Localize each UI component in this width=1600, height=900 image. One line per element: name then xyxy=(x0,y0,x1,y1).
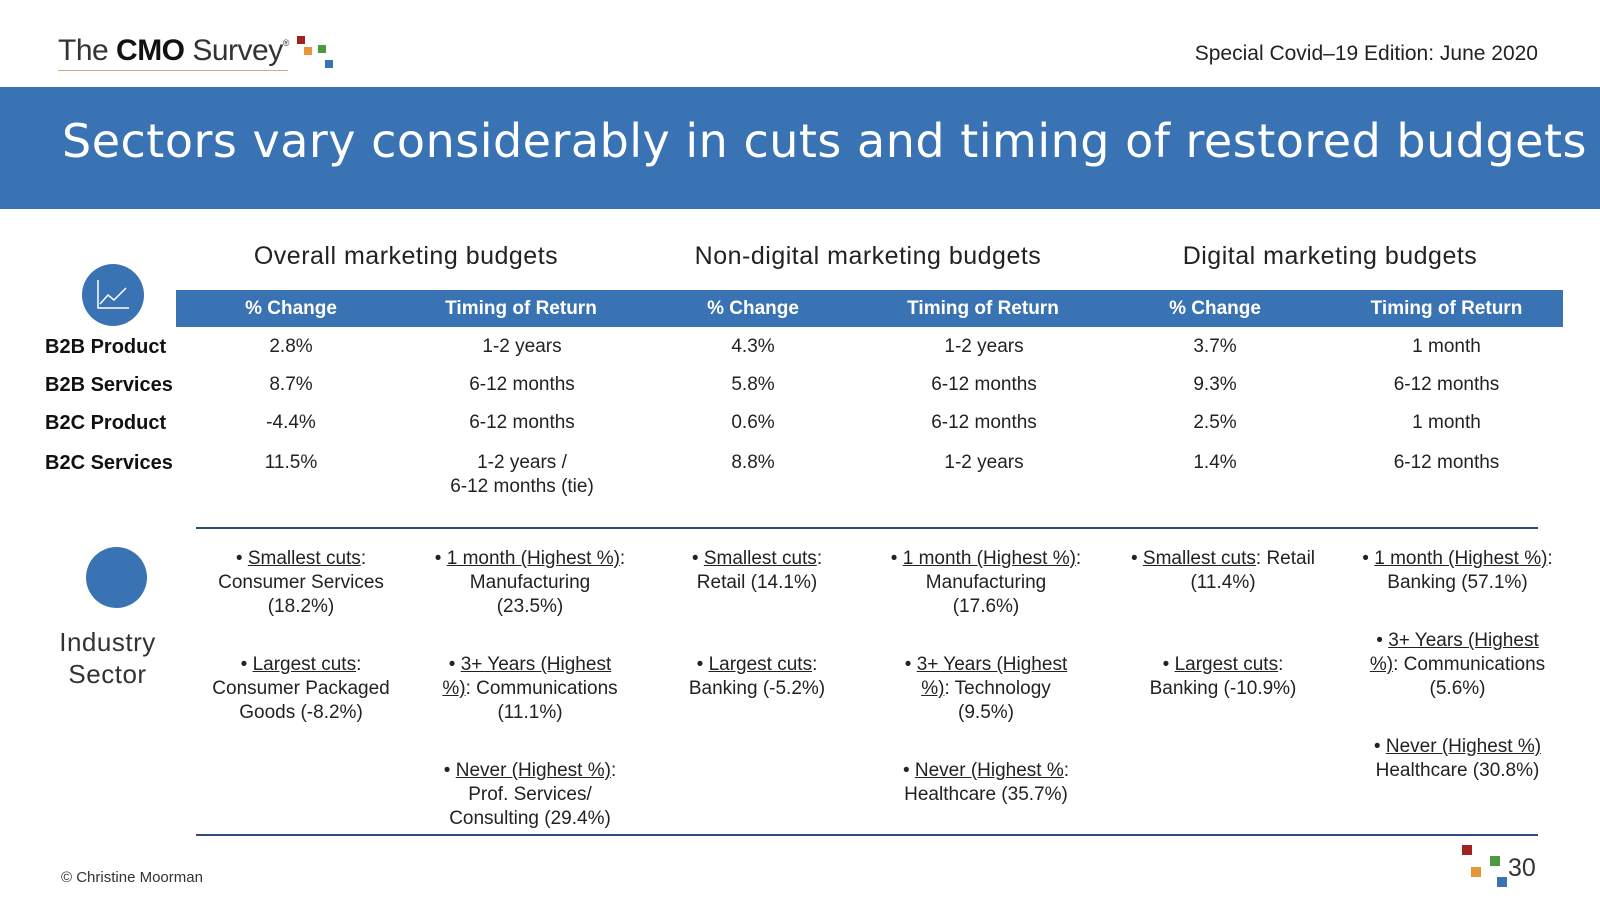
table-cell: 1-2 years xyxy=(944,336,1024,357)
line-chart-icon xyxy=(82,264,144,326)
logo-text-post: Survey xyxy=(184,34,283,67)
industry-sector-label: Industry Sector xyxy=(40,626,175,690)
note-overall-never: • Never (Highest %): Prof. Services/ Con… xyxy=(443,760,617,829)
industry-icon xyxy=(86,547,147,608)
table-cell: -4.4% xyxy=(266,412,316,433)
note-nondigital-smallest: • Smallest cuts: Retail (14.1%) xyxy=(691,548,823,593)
note-nondigital-1month: • 1 month (Highest %): Manufacturing (17… xyxy=(890,548,1082,617)
logo-registered-mark: ® xyxy=(282,38,290,48)
table-cell: 4.3% xyxy=(731,336,775,357)
section-divider-top xyxy=(196,527,1538,529)
note-overall-1month: • 1 month (Highest %): Manufacturing (23… xyxy=(434,548,626,617)
row-label-b2b-services: B2B Services xyxy=(45,374,173,396)
note-nondigital-never: • Never (Highest %: Healthcare (35.7%) xyxy=(902,760,1070,805)
logo-square-blue xyxy=(325,60,333,68)
table-cell: 6-12 months xyxy=(469,374,575,395)
row-label-b2c-services: B2C Services xyxy=(45,452,173,474)
footer-square-blue xyxy=(1497,877,1507,887)
footer-square-orange xyxy=(1471,867,1481,877)
table-cell: 1-2 years xyxy=(482,336,562,357)
industry-label-line1: Industry xyxy=(59,627,156,657)
note-digital-largest: • Largest cuts: Banking (-10.9%) xyxy=(1149,654,1297,699)
table-cell: 1.4% xyxy=(1193,452,1237,473)
table-cell: 1 month xyxy=(1412,336,1481,357)
section-divider-bottom xyxy=(196,834,1538,836)
title-banner: Sectors vary considerably in cuts and ti… xyxy=(0,87,1600,209)
note-nondigital-largest: • Largest cuts: Banking (-5.2%) xyxy=(688,654,826,699)
table-cell: 2.8% xyxy=(269,336,313,357)
table-cell: 9.3% xyxy=(1193,374,1237,395)
table-cell: 8.8% xyxy=(731,452,775,473)
logo-text-pre: The xyxy=(58,34,117,67)
table-cell: 6-12 months xyxy=(1393,374,1500,395)
industry-label-line2: Sector xyxy=(68,659,147,689)
cmo-survey-logo: The CMO Survey® xyxy=(58,34,289,74)
table-cell: 11.5% xyxy=(264,452,318,473)
column-header-bar: % Change Timing of Return % Change Timin… xyxy=(176,290,1563,327)
header-overall-change: % Change xyxy=(245,298,337,319)
group-heading-overall: Overall marketing budgets xyxy=(253,242,559,270)
logo-underline xyxy=(58,70,288,71)
footer-square-red xyxy=(1462,845,1472,855)
table-cell-extra-line: 6-12 months (tie) xyxy=(450,476,594,497)
row-label-b2b-product: B2B Product xyxy=(45,336,167,358)
table-cell: 6-12 months xyxy=(1393,452,1500,473)
note-digital-1month: • 1 month (Highest %): Banking (57.1%) xyxy=(1362,548,1553,593)
note-digital-smallest: • Smallest cuts: Retail (11.4%) xyxy=(1130,548,1316,593)
table-cell: 6-12 months xyxy=(931,374,1037,395)
note-nondigital-3years: • 3+ Years (Highest %): Technology (9.5%… xyxy=(904,654,1068,723)
table-cell: 3.7% xyxy=(1193,336,1237,357)
table-cell: 0.6% xyxy=(731,412,775,433)
copyright-text: © Christine Moorman xyxy=(61,869,203,886)
note-digital-never: • Never (Highest %) Healthcare (30.8%) xyxy=(1373,736,1542,781)
edition-label: Special Covid–19 Edition: June 2020 xyxy=(1194,42,1538,65)
header-overall-timing: Timing of Return xyxy=(445,298,597,319)
table-cell: 6-12 months xyxy=(469,412,575,433)
header-digital-change: % Change xyxy=(1169,298,1261,319)
group-heading-nondigital: Non-digital marketing budgets xyxy=(694,242,1042,270)
page-title: Sectors vary considerably in cuts and ti… xyxy=(62,114,1587,168)
table-cell: 1-2 years / xyxy=(477,452,567,473)
note-digital-3years: • 3+ Years (Highest %): Communications (… xyxy=(1369,630,1546,699)
header-nondigital-change: % Change xyxy=(707,298,799,319)
table-cell: 1-2 years xyxy=(944,452,1024,473)
note-overall-smallest: • Smallest cuts: Consumer Services (18.2… xyxy=(218,548,384,617)
table-cell: 6-12 months xyxy=(931,412,1037,433)
logo-square-red xyxy=(297,36,305,44)
page-number: 30 xyxy=(1508,854,1536,882)
note-overall-3years: • 3+ Years (Highest %): Communications (… xyxy=(442,654,618,723)
logo-square-green xyxy=(318,45,326,53)
table-cell: 8.7% xyxy=(269,374,313,395)
group-heading-digital: Digital marketing budgets xyxy=(1182,242,1478,270)
table-cell: 5.8% xyxy=(731,374,775,395)
footer-square-green xyxy=(1490,856,1500,866)
table-cell: 1 month xyxy=(1412,412,1481,433)
header-digital-timing: Timing of Return xyxy=(1370,298,1523,319)
table-cell: 2.5% xyxy=(1193,412,1237,433)
note-overall-largest: • Largest cuts: Consumer Packaged Goods … xyxy=(212,654,390,723)
logo-square-orange xyxy=(304,47,312,55)
logo-text-bold: CMO xyxy=(116,34,185,67)
row-label-b2c-product: B2C Product xyxy=(45,412,167,434)
header-nondigital-timing: Timing of Return xyxy=(907,298,1059,319)
